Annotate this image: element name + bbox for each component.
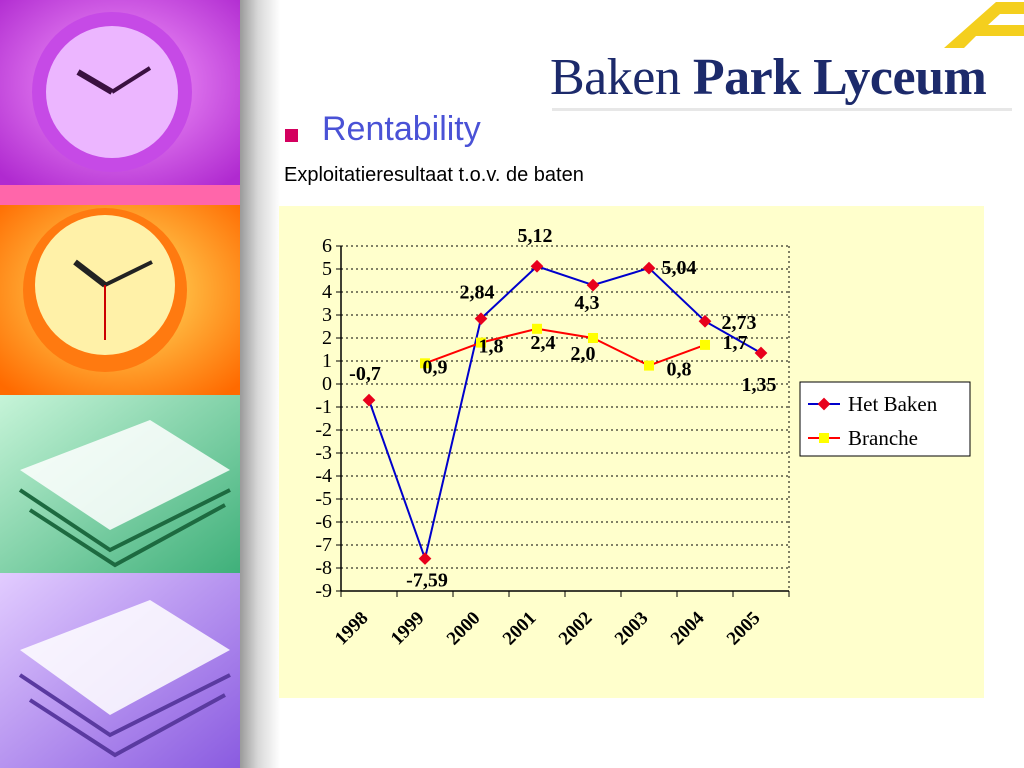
- clock-photo: [23, 208, 187, 372]
- y-tick-label: -8: [315, 557, 332, 579]
- y-tick-label: -1: [315, 396, 332, 418]
- logo-underline: [552, 108, 1012, 111]
- chart-subtitle: Exploitatieresultaat t.o.v. de baten: [284, 164, 584, 186]
- data-point: [644, 360, 654, 371]
- bullet-icon: [285, 129, 298, 142]
- y-tick-label: -6: [315, 511, 332, 533]
- y-tick-label: 1: [322, 350, 332, 372]
- strip-shadow: [240, 0, 280, 768]
- data-point: [362, 393, 376, 407]
- data-point: [700, 339, 710, 350]
- legend-label: Het Baken: [848, 392, 938, 416]
- series-line-branche: [424, 327, 706, 367]
- logo-text-light: Baken: [550, 49, 681, 106]
- data-label: 5,04: [662, 257, 697, 279]
- series-line-het-baken: [368, 265, 762, 563]
- data-label: 2,4: [531, 332, 556, 354]
- data-label: 4,3: [575, 292, 600, 314]
- y-tick-label: 5: [322, 258, 332, 280]
- data-point: [476, 337, 486, 348]
- y-tick-label: 6: [322, 235, 332, 257]
- legend-box: [799, 381, 971, 457]
- y-tick-label: 0: [322, 373, 332, 395]
- y-tick-label: 2: [322, 327, 332, 349]
- books-photo: [18, 420, 231, 568]
- data-label: 1,35: [742, 374, 777, 396]
- data-label: 0,8: [667, 359, 692, 381]
- y-tick-label: -7: [315, 534, 332, 556]
- data-label: 1,8: [479, 336, 504, 358]
- page-title: Rentability: [322, 110, 481, 148]
- books-photo: [18, 600, 231, 758]
- data-point: [532, 323, 542, 334]
- logo-text-bold: Park Lyceum: [692, 49, 987, 106]
- logo-mark-icon: [944, 2, 1024, 48]
- data-label: -0,7: [349, 363, 381, 385]
- y-tick-label: -3: [315, 442, 332, 464]
- data-label: 2,0: [571, 343, 596, 365]
- y-tick-label: -2: [315, 419, 332, 441]
- data-point: [420, 358, 430, 369]
- data-label: 5,12: [518, 225, 553, 247]
- data-point: [588, 333, 598, 343]
- clock-photo: [32, 12, 192, 172]
- legend-label: Branche: [848, 426, 918, 450]
- data-label: -7,59: [406, 570, 448, 592]
- data-label: 1,7: [723, 332, 748, 354]
- y-tick-label: -4: [315, 465, 332, 487]
- legend-marker: [819, 433, 829, 443]
- decorative-photo-strip: [0, 0, 240, 768]
- y-tick-label: -9: [315, 580, 332, 602]
- y-tick-label: 3: [322, 304, 332, 326]
- data-label: 0,9: [423, 356, 448, 378]
- y-tick-label: -5: [315, 488, 332, 510]
- data-label: 2,73: [722, 312, 757, 334]
- data-point: [474, 312, 488, 326]
- logo: Baken Park Lyceum: [550, 48, 987, 107]
- y-tick-label: 4: [322, 281, 332, 303]
- data-label: 2,84: [460, 282, 495, 304]
